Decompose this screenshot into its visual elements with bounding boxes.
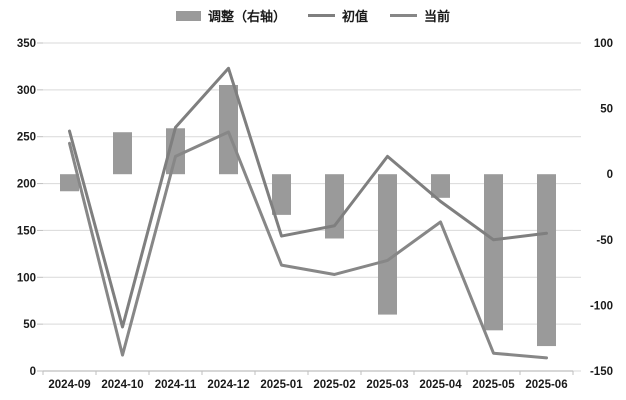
x-axis-label: 2025-04 [419,379,462,391]
left-axis-label: 300 [17,85,36,97]
x-axis-label: 2024-10 [101,379,143,391]
x-axis-label: 2025-03 [366,379,408,391]
left-axis-label: 150 [17,225,36,237]
x-axis-label: 2024-12 [207,379,249,391]
left-axis-label: 50 [23,319,36,331]
right-axis-label: 0 [607,169,613,181]
legend-bar-swatch-icon [175,10,201,21]
x-axis-label: 2025-01 [260,379,303,391]
x-axis-label: 2025-06 [525,379,567,391]
bar-adjustment [325,174,344,239]
bar-adjustment [219,84,238,175]
right-axis-label: -150 [590,366,613,378]
legend-line-current-label: 当前 [424,9,451,24]
right-axis-label: 100 [594,38,613,50]
left-axis-label: 250 [17,132,36,144]
x-axis-label: 2025-05 [472,379,515,391]
bar-adjustment [272,174,291,215]
left-axis-label: 200 [17,179,36,191]
legend-item-adjustment: 调整（右轴） [175,6,286,25]
right-axis-label: -100 [590,300,613,312]
line-initial [68,66,548,329]
bar-adjustment [378,174,397,315]
legend-bar-label: 调整（右轴） [207,9,286,24]
bar-adjustment [484,174,503,331]
x-axis-label: 2024-11 [155,379,197,391]
x-axis-label: 2024-09 [48,379,90,391]
chart-legend: 调整（右轴） 初值 当前 [0,6,626,25]
legend-line-initial-swatch-icon [307,14,335,17]
left-axis-label: 350 [17,38,36,50]
legend-item-current: 当前 [390,6,450,25]
bar-adjustment [431,174,450,198]
line-current [68,130,548,360]
legend-line-current-swatch-icon [390,14,417,17]
bar-adjustment [60,174,79,192]
left-axis-label: 0 [30,366,36,378]
x-axis-label: 2025-02 [313,379,355,391]
bar-adjustment [537,174,556,347]
legend-line-initial-label: 初值 [341,9,368,24]
right-axis-label: 50 [600,104,613,116]
bar-adjustment [113,132,132,175]
legend-item-initial: 初值 [307,6,368,25]
left-axis-label: 100 [17,272,36,284]
right-axis-label: -50 [596,235,613,247]
